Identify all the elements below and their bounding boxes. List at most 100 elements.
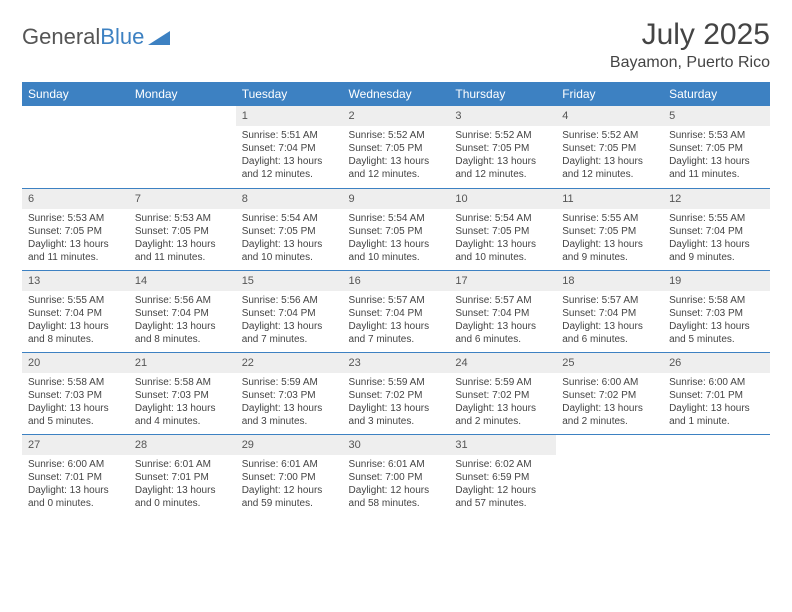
day-details: Sunrise: 6:01 AMSunset: 7:01 PMDaylight:… [129,455,236,514]
calendar-day-cell: 5Sunrise: 5:53 AMSunset: 7:05 PMDaylight… [663,106,770,188]
day-number: 21 [129,353,236,373]
calendar-day-cell: 13Sunrise: 5:55 AMSunset: 7:04 PMDayligh… [22,270,129,352]
day-details: Sunrise: 5:57 AMSunset: 7:04 PMDaylight:… [449,291,556,350]
day-number: 30 [343,435,450,455]
day-number: 19 [663,271,770,291]
day-number: 18 [556,271,663,291]
day-number: 10 [449,189,556,209]
day-details: Sunrise: 6:01 AMSunset: 7:00 PMDaylight:… [343,455,450,514]
day-details: Sunrise: 5:54 AMSunset: 7:05 PMDaylight:… [236,209,343,268]
day-header-row: Sunday Monday Tuesday Wednesday Thursday… [22,82,770,106]
day-number: 3 [449,106,556,126]
calendar-week-row: 1Sunrise: 5:51 AMSunset: 7:04 PMDaylight… [22,106,770,188]
day-number: 28 [129,435,236,455]
day-number: 15 [236,271,343,291]
day-details: Sunrise: 6:00 AMSunset: 7:02 PMDaylight:… [556,373,663,432]
day-details: Sunrise: 6:00 AMSunset: 7:01 PMDaylight:… [663,373,770,432]
day-header: Friday [556,82,663,106]
day-details: Sunrise: 5:58 AMSunset: 7:03 PMDaylight:… [129,373,236,432]
day-details: Sunrise: 5:53 AMSunset: 7:05 PMDaylight:… [129,209,236,268]
day-number: 5 [663,106,770,126]
day-number: 17 [449,271,556,291]
location-subtitle: Bayamon, Puerto Rico [610,54,770,72]
day-number: 14 [129,271,236,291]
day-details: Sunrise: 6:01 AMSunset: 7:00 PMDaylight:… [236,455,343,514]
calendar-day-cell: 16Sunrise: 5:57 AMSunset: 7:04 PMDayligh… [343,270,450,352]
month-title: July 2025 [610,18,770,52]
calendar-day-cell: 27Sunrise: 6:00 AMSunset: 7:01 PMDayligh… [22,434,129,516]
calendar-day-cell: 20Sunrise: 5:58 AMSunset: 7:03 PMDayligh… [22,352,129,434]
calendar-week-row: 13Sunrise: 5:55 AMSunset: 7:04 PMDayligh… [22,270,770,352]
day-number: 7 [129,189,236,209]
calendar-day-cell: 12Sunrise: 5:55 AMSunset: 7:04 PMDayligh… [663,188,770,270]
day-header: Sunday [22,82,129,106]
day-number: 6 [22,189,129,209]
day-number: 26 [663,353,770,373]
calendar-day-cell [129,106,236,188]
calendar-day-cell: 2Sunrise: 5:52 AMSunset: 7:05 PMDaylight… [343,106,450,188]
calendar-day-cell: 19Sunrise: 5:58 AMSunset: 7:03 PMDayligh… [663,270,770,352]
brand-logo: GeneralBlue [22,18,170,50]
calendar-week-row: 20Sunrise: 5:58 AMSunset: 7:03 PMDayligh… [22,352,770,434]
day-details: Sunrise: 5:55 AMSunset: 7:04 PMDaylight:… [22,291,129,350]
calendar-day-cell: 29Sunrise: 6:01 AMSunset: 7:00 PMDayligh… [236,434,343,516]
day-details: Sunrise: 5:59 AMSunset: 7:02 PMDaylight:… [343,373,450,432]
day-header: Wednesday [343,82,450,106]
calendar-day-cell [556,434,663,516]
day-number: 8 [236,189,343,209]
day-details: Sunrise: 5:57 AMSunset: 7:04 PMDaylight:… [556,291,663,350]
day-details: Sunrise: 5:55 AMSunset: 7:04 PMDaylight:… [663,209,770,268]
calendar-week-row: 6Sunrise: 5:53 AMSunset: 7:05 PMDaylight… [22,188,770,270]
day-number: 31 [449,435,556,455]
calendar-day-cell: 24Sunrise: 5:59 AMSunset: 7:02 PMDayligh… [449,352,556,434]
day-number: 12 [663,189,770,209]
day-details: Sunrise: 6:00 AMSunset: 7:01 PMDaylight:… [22,455,129,514]
calendar-day-cell: 4Sunrise: 5:52 AMSunset: 7:05 PMDaylight… [556,106,663,188]
calendar-table: Sunday Monday Tuesday Wednesday Thursday… [22,82,770,516]
calendar-day-cell: 11Sunrise: 5:55 AMSunset: 7:05 PMDayligh… [556,188,663,270]
day-number: 2 [343,106,450,126]
day-number: 22 [236,353,343,373]
day-details: Sunrise: 5:58 AMSunset: 7:03 PMDaylight:… [663,291,770,350]
calendar-day-cell: 23Sunrise: 5:59 AMSunset: 7:02 PMDayligh… [343,352,450,434]
day-details: Sunrise: 5:56 AMSunset: 7:04 PMDaylight:… [129,291,236,350]
day-header: Thursday [449,82,556,106]
day-number: 27 [22,435,129,455]
day-details: Sunrise: 5:54 AMSunset: 7:05 PMDaylight:… [343,209,450,268]
day-number: 24 [449,353,556,373]
day-header: Tuesday [236,82,343,106]
brand-part2: Blue [100,24,144,50]
day-details: Sunrise: 5:53 AMSunset: 7:05 PMDaylight:… [22,209,129,268]
day-details: Sunrise: 5:58 AMSunset: 7:03 PMDaylight:… [22,373,129,432]
day-details: Sunrise: 5:53 AMSunset: 7:05 PMDaylight:… [663,126,770,185]
calendar-day-cell: 18Sunrise: 5:57 AMSunset: 7:04 PMDayligh… [556,270,663,352]
day-details: Sunrise: 5:54 AMSunset: 7:05 PMDaylight:… [449,209,556,268]
day-details: Sunrise: 5:52 AMSunset: 7:05 PMDaylight:… [343,126,450,185]
calendar-day-cell: 22Sunrise: 5:59 AMSunset: 7:03 PMDayligh… [236,352,343,434]
day-number: 13 [22,271,129,291]
logo-triangle-icon [148,29,170,45]
day-number: 23 [343,353,450,373]
calendar-day-cell: 8Sunrise: 5:54 AMSunset: 7:05 PMDaylight… [236,188,343,270]
day-details: Sunrise: 5:52 AMSunset: 7:05 PMDaylight:… [556,126,663,185]
calendar-week-row: 27Sunrise: 6:00 AMSunset: 7:01 PMDayligh… [22,434,770,516]
day-number: 16 [343,271,450,291]
calendar-day-cell: 10Sunrise: 5:54 AMSunset: 7:05 PMDayligh… [449,188,556,270]
brand-part1: General [22,24,100,50]
day-details: Sunrise: 5:55 AMSunset: 7:05 PMDaylight:… [556,209,663,268]
day-number: 11 [556,189,663,209]
day-number: 4 [556,106,663,126]
day-number: 20 [22,353,129,373]
calendar-day-cell [22,106,129,188]
calendar-day-cell: 31Sunrise: 6:02 AMSunset: 6:59 PMDayligh… [449,434,556,516]
calendar-day-cell: 3Sunrise: 5:52 AMSunset: 7:05 PMDaylight… [449,106,556,188]
day-number: 29 [236,435,343,455]
calendar-day-cell: 1Sunrise: 5:51 AMSunset: 7:04 PMDaylight… [236,106,343,188]
day-details: Sunrise: 5:56 AMSunset: 7:04 PMDaylight:… [236,291,343,350]
calendar-day-cell: 21Sunrise: 5:58 AMSunset: 7:03 PMDayligh… [129,352,236,434]
calendar-day-cell: 28Sunrise: 6:01 AMSunset: 7:01 PMDayligh… [129,434,236,516]
day-header: Monday [129,82,236,106]
day-header: Saturday [663,82,770,106]
day-details: Sunrise: 5:59 AMSunset: 7:02 PMDaylight:… [449,373,556,432]
day-number: 1 [236,106,343,126]
